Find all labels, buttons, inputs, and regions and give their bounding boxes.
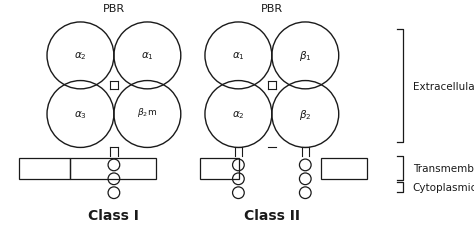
Text: $\alpha_2$: $\alpha_2$ xyxy=(74,50,87,62)
Bar xyxy=(70,158,155,180)
Text: $\alpha_3$: $\alpha_3$ xyxy=(74,109,87,120)
Text: $\beta_2$: $\beta_2$ xyxy=(299,108,311,121)
Bar xyxy=(200,158,239,180)
Text: Extracellular: Extracellular xyxy=(412,82,474,91)
Text: Cytoplasmic: Cytoplasmic xyxy=(412,182,474,192)
Text: PBR: PBR xyxy=(103,4,125,14)
Bar xyxy=(18,158,70,180)
Text: Class II: Class II xyxy=(244,209,300,222)
Text: PBR: PBR xyxy=(261,4,283,14)
Text: $\beta_1$: $\beta_1$ xyxy=(299,49,311,63)
Text: $\alpha_1$: $\alpha_1$ xyxy=(232,50,245,62)
Bar xyxy=(320,158,367,180)
Text: $\alpha_1$: $\alpha_1$ xyxy=(141,50,154,62)
Text: Transmembrane: Transmembrane xyxy=(412,163,474,173)
Text: $\beta_2$m: $\beta_2$m xyxy=(137,106,157,119)
Text: Class I: Class I xyxy=(89,209,139,222)
Text: $\alpha_2$: $\alpha_2$ xyxy=(232,109,245,120)
